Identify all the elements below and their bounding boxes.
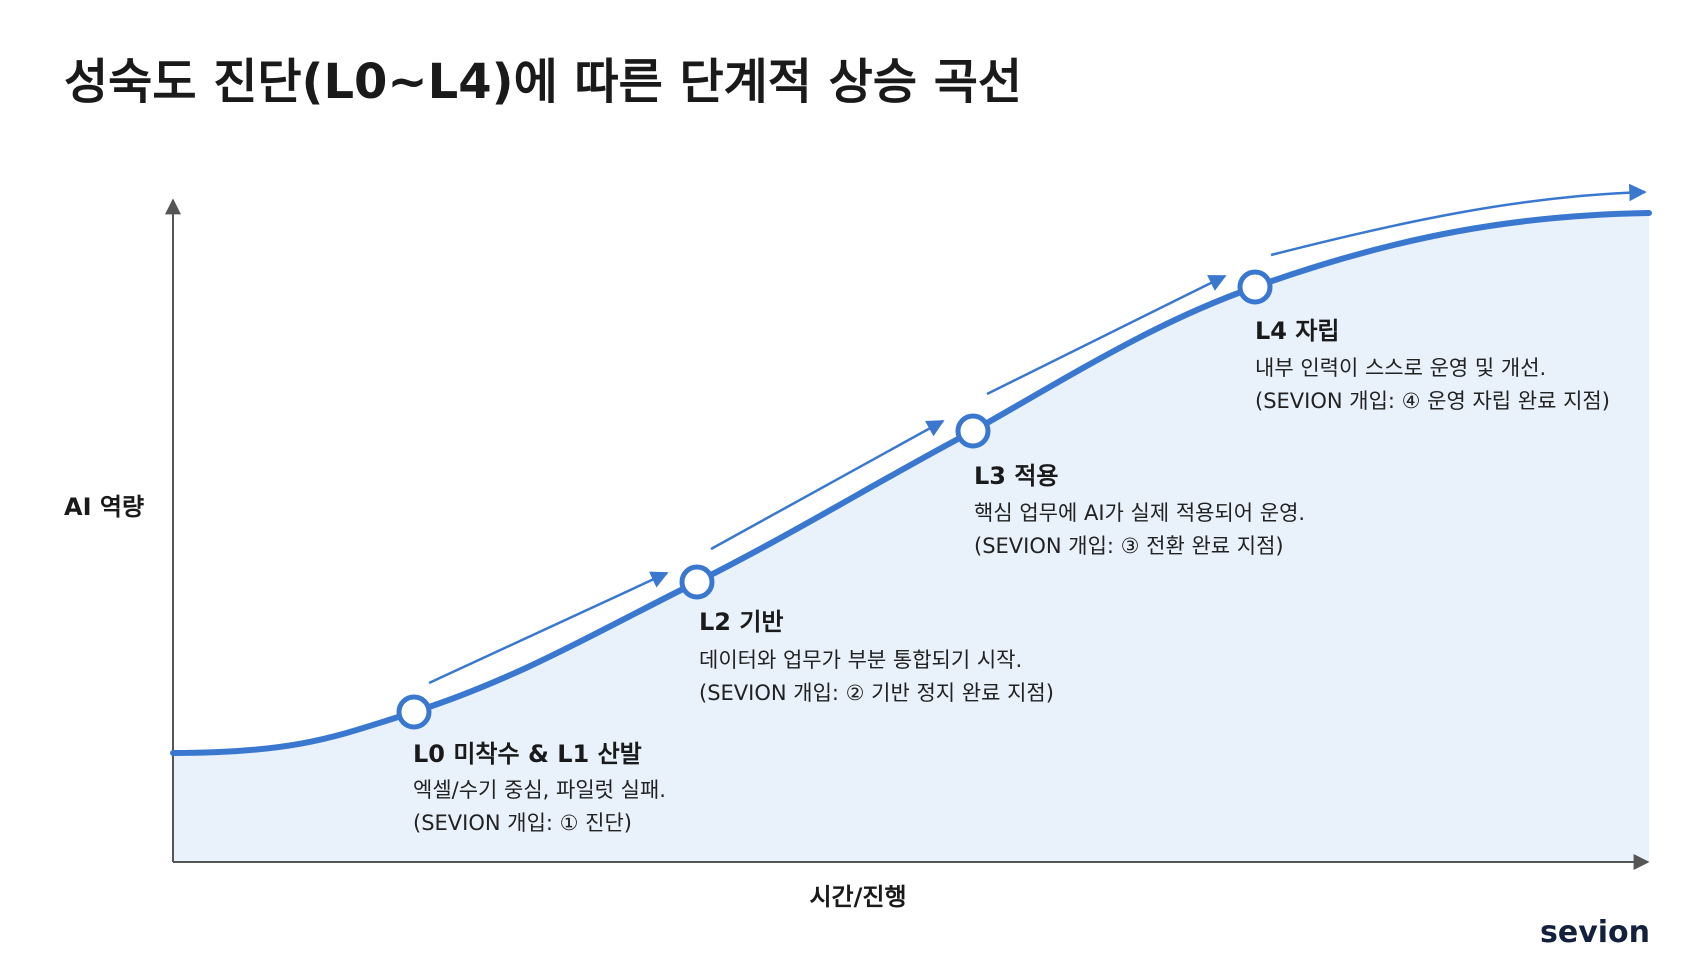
- stage-note: (SEVION 개입: ④ 운영 자립 완료 지점): [1255, 389, 1610, 413]
- stage-note: (SEVION 개입: ③ 전환 완료 지점): [974, 534, 1284, 558]
- y-axis-label: AI 역량: [64, 493, 144, 521]
- progress-arrow: [986, 274, 1227, 396]
- progress-arrow: [710, 419, 945, 551]
- logo: sevion: [1540, 915, 1650, 950]
- stage-note: (SEVION 개입: ① 진단): [413, 811, 632, 835]
- stage-point: [396, 694, 432, 730]
- stage-point: [955, 413, 991, 449]
- progress-arrow: [1270, 183, 1647, 257]
- x-axis-label: 시간/진행: [809, 883, 906, 911]
- stage-title: L0 미착수 & L1 산발: [413, 740, 642, 768]
- progress-arrow: [428, 571, 669, 685]
- stage-point: [1237, 269, 1273, 305]
- stage-point: [679, 564, 715, 600]
- stage-note: (SEVION 개입: ② 기반 정지 완료 지점): [699, 681, 1054, 705]
- stage-description: 핵심 업무에 AI가 실제 적용되어 운영.: [974, 501, 1305, 525]
- stage-description: 엑셀/수기 중심, 파일럿 실패.: [413, 778, 666, 802]
- stage-description: 데이터와 업무가 부분 통합되기 시작.: [699, 648, 1022, 672]
- title: 성숙도 진단(L0~L4)에 따른 단계적 상승 곡선: [64, 54, 1022, 110]
- stage-title: L3 적용: [974, 462, 1059, 490]
- area-fill: [173, 213, 1649, 862]
- stage-title: L4 자립: [1255, 317, 1340, 345]
- stage-description: 내부 인력이 스스로 운영 및 개선.: [1255, 356, 1546, 380]
- stage-title: L2 기반: [699, 608, 784, 636]
